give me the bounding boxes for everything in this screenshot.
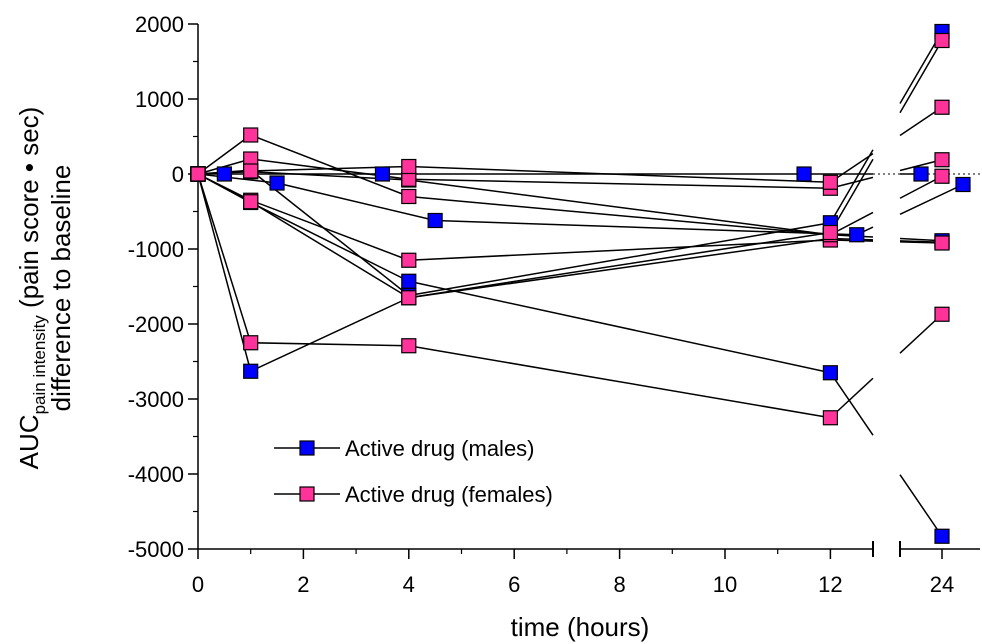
series-line-segment	[408, 222, 831, 297]
x-tick-label: 0	[192, 572, 204, 597]
series-line-segment	[408, 280, 831, 374]
data-point-females	[243, 335, 259, 351]
series-line-segment	[250, 201, 410, 282]
data-point-females	[243, 194, 259, 210]
series-line-segment	[829, 149, 874, 224]
data-point-males	[216, 166, 232, 182]
data-point-females	[934, 32, 950, 49]
data-point-males	[374, 166, 391, 182]
legend-label-males: Active drug (males)	[345, 436, 535, 461]
data-point-females	[934, 306, 950, 322]
y-tick-label: -4000	[128, 462, 184, 487]
series-line-segment	[408, 178, 831, 189]
x-axis-title: time (hours)	[511, 612, 650, 642]
x-tick-label: 12	[818, 572, 842, 597]
series-line-segment	[250, 199, 410, 261]
y-tick-label: 2000	[135, 12, 184, 37]
series-line-segment	[197, 173, 278, 184]
data-point-females	[401, 188, 417, 205]
data-point-females	[401, 158, 417, 175]
legend-marker-males	[299, 440, 315, 456]
data-point-females	[822, 174, 839, 190]
series-line-segment	[435, 219, 857, 236]
series-line-segment	[197, 173, 252, 372]
data-point-males	[822, 365, 839, 381]
series-line-segment	[250, 342, 409, 347]
series-line-segment	[276, 182, 436, 222]
series-line-segment	[250, 134, 410, 198]
series-line-segment	[899, 40, 943, 114]
series-line-segment	[408, 231, 831, 299]
data-point-males	[913, 166, 929, 182]
series-line-segment	[408, 237, 831, 299]
series-markers	[190, 23, 971, 544]
series-line-segment	[250, 201, 410, 299]
data-point-females	[822, 410, 839, 426]
series-line-segment	[197, 173, 252, 203]
y-tick-label: 0	[172, 162, 184, 187]
svg-text:AUCpain intensity (pain score: AUCpain intensity (pain score • sec)	[14, 107, 49, 470]
series-line-segment	[408, 345, 831, 419]
x-tick-label: 2	[297, 572, 309, 597]
data-point-males	[269, 175, 285, 191]
y-tick-label: -5000	[128, 537, 184, 562]
series-line-segment	[197, 134, 252, 175]
axes	[188, 23, 980, 559]
data-point-females	[934, 235, 950, 251]
data-point-females	[401, 171, 417, 187]
data-point-males	[796, 166, 812, 182]
series-line-segment	[197, 173, 252, 343]
x-tick-label: 6	[508, 572, 520, 597]
data-point-females	[401, 338, 417, 354]
x-tick-label: 24	[930, 572, 954, 597]
series-line-segment	[899, 183, 964, 215]
data-point-males	[243, 363, 259, 379]
y-tick-label: 1000	[135, 87, 184, 112]
y-axis-title: AUCpain intensity (pain score • sec) dif…	[14, 107, 76, 470]
y-tick-label: -3000	[128, 387, 184, 412]
y-tick-label: -2000	[128, 312, 184, 337]
data-point-females	[934, 99, 950, 115]
series-lines	[197, 31, 964, 537]
y-axis-title-subscript: pain intensity	[30, 315, 49, 415]
data-point-males	[849, 227, 865, 243]
data-point-females	[190, 166, 206, 182]
data-point-males	[427, 212, 443, 229]
data-point-females	[822, 224, 839, 241]
y-axis-title-line2: difference to baseline	[46, 165, 76, 412]
series-line-segment	[829, 372, 874, 436]
series-line-segment	[408, 195, 831, 236]
y-axis-title-main: AUC	[14, 414, 44, 469]
y-tick-label: -1000	[128, 237, 184, 262]
data-point-females	[934, 152, 950, 168]
x-tick-label: 8	[613, 572, 625, 597]
data-point-males	[955, 176, 971, 193]
data-point-females	[243, 163, 259, 179]
data-point-males	[401, 273, 417, 289]
data-point-females	[934, 168, 950, 184]
data-point-females	[401, 252, 417, 268]
series-line-segment	[250, 297, 410, 372]
y-axis-title-rest: (pain score • sec)	[14, 107, 44, 316]
data-point-males	[934, 528, 950, 544]
legend-marker-females	[299, 486, 315, 502]
data-point-females	[243, 127, 259, 143]
legend-label-females: Active drug (females)	[345, 482, 553, 507]
series-line-segment	[250, 169, 410, 297]
data-point-females	[401, 290, 417, 306]
series-line-segment	[408, 165, 831, 183]
x-tick-label: 4	[403, 572, 415, 597]
x-tick-label: 10	[713, 572, 737, 597]
series-line-segment	[899, 474, 943, 537]
legend: Active drug (males) Active drug (females…	[274, 436, 553, 507]
series-line-segment	[408, 179, 831, 236]
